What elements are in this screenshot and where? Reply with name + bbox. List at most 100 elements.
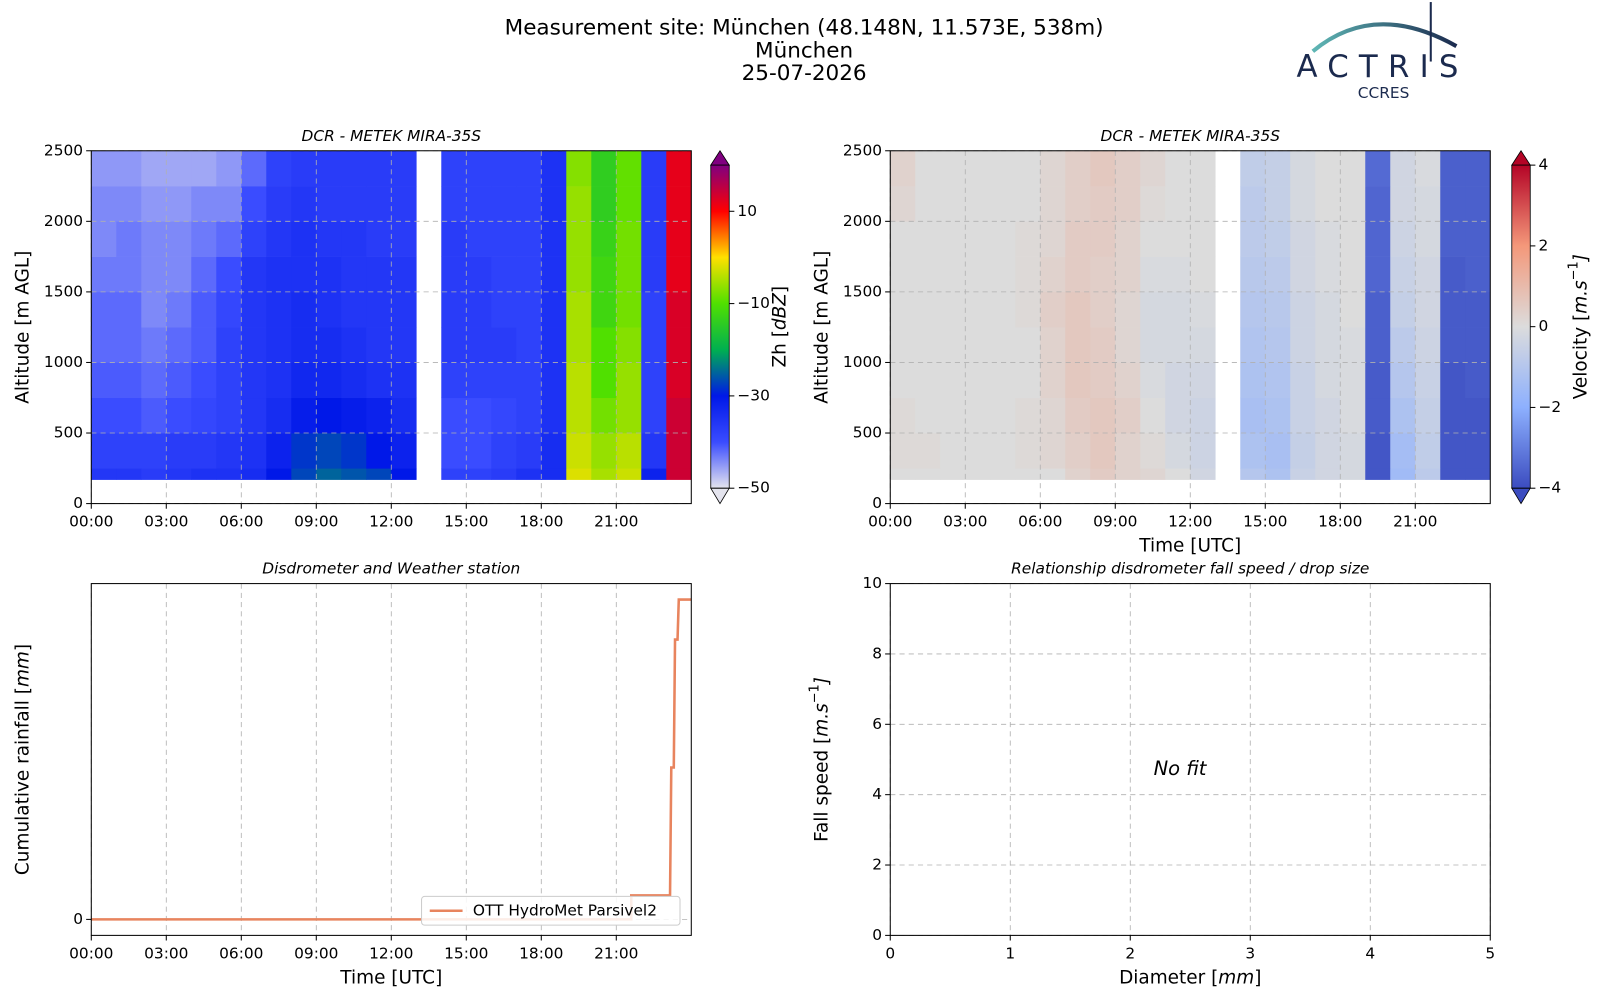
heat-cell [1340,327,1366,363]
y-tick-label: 0 [872,926,882,944]
heat-cell [1265,186,1291,222]
heat-cell [316,468,342,480]
heat-cell [391,433,417,469]
y-tick-label: 1000 [44,353,83,371]
heat-cell [965,327,991,363]
x-axis-label: Time [UTC] [1138,536,1241,557]
heat-cell [1265,468,1291,480]
heat-cell [890,433,916,469]
colorbar-tick-label: −30 [737,386,769,404]
heat-cell [366,186,392,222]
heat-cell [1390,150,1416,187]
heat-cell [1365,291,1391,328]
heat-cell [1040,221,1066,257]
heat-cell [441,397,467,434]
heat-cell [466,468,492,480]
heat-cell [491,468,517,480]
heat-cell [1465,291,1491,328]
heat-cell [466,291,492,328]
heat-cell [141,433,167,469]
colorbar-tick-label: −4 [1538,479,1561,497]
heat-cell [591,150,617,187]
heat-cell [1040,291,1066,328]
heat-cell [291,291,317,328]
heat-cell [1440,468,1466,480]
heat-cell [316,221,342,257]
heat-cell [1440,397,1466,434]
heat-cell [1140,150,1166,187]
heat-cell [141,468,167,480]
heat-cell [1290,291,1316,328]
y-tick-label: 1000 [843,353,882,371]
heat-cell [116,397,142,434]
heat-cell [1065,186,1091,222]
heat-cell [616,256,642,293]
heat-cell [1240,433,1266,469]
heat-cell [441,150,467,187]
heat-cell [641,397,667,434]
heat-cell [491,256,517,293]
heat-cell [591,186,617,222]
colorbar-label-part: dBZ [770,293,791,330]
colorbar-label-part: ] [1571,254,1592,262]
heat-cell [116,433,142,469]
heat-cell [1240,397,1266,434]
heat-cell [1065,150,1091,187]
heat-cell [965,433,991,469]
heat-cell [1240,468,1266,480]
heat-cell [366,362,392,399]
heat-cell [291,221,317,257]
heat-cell [341,327,367,363]
heat-cell [191,256,217,293]
heat-cell [1340,221,1366,257]
x-tick-label: 00:00 [868,513,912,531]
heat-cell [1290,150,1316,187]
heat-cell [466,221,492,257]
heat-cell [266,186,292,222]
heat-cell [191,468,217,480]
colorbar-tick-label: −50 [737,479,769,497]
heat-cell [191,362,217,399]
heat-cell [341,362,367,399]
heat-cell [1340,362,1366,399]
heat-cell [1115,327,1141,363]
heat-cell [1065,397,1091,434]
colorbar-label-part: −1 [1567,261,1582,280]
heat-cell [541,362,567,399]
heat-cell [1115,291,1141,328]
heat-cell [391,362,417,399]
y-axis-label-part: Altitude [m AGL] [13,251,34,404]
heat-cell [216,186,242,222]
heat-cell [616,397,642,434]
colorbar-extend [1511,487,1531,505]
heat-cell [1465,256,1491,293]
heat-cell [366,327,392,363]
heat-cell [1465,433,1491,469]
heat-cell [141,327,167,363]
heat-cell [541,150,567,187]
heat-cell [441,362,467,399]
heat-cell [965,256,991,293]
heat-cell [965,291,991,328]
heat-cell [1115,150,1141,187]
heat-cell [291,397,317,434]
heat-cell [391,291,417,328]
heat-cell [91,433,117,469]
y-tick-label: 10 [862,574,882,592]
heat-cell [1090,362,1116,399]
heat-cell [91,186,117,222]
heat-cell [116,256,142,293]
heat-cell [366,433,392,469]
heat-cell [1415,327,1441,363]
heat-cell [915,433,941,469]
heat-cell [541,186,567,222]
heat-cell [1065,433,1091,469]
heat-cell [1290,468,1316,480]
heat-cell [1390,291,1416,328]
heat-cell [91,468,117,480]
heat-cell [641,468,667,480]
heat-cell [1140,221,1166,257]
x-tick-label: 00:00 [69,513,113,531]
heat-cell [316,433,342,469]
heat-cell [1265,327,1291,363]
